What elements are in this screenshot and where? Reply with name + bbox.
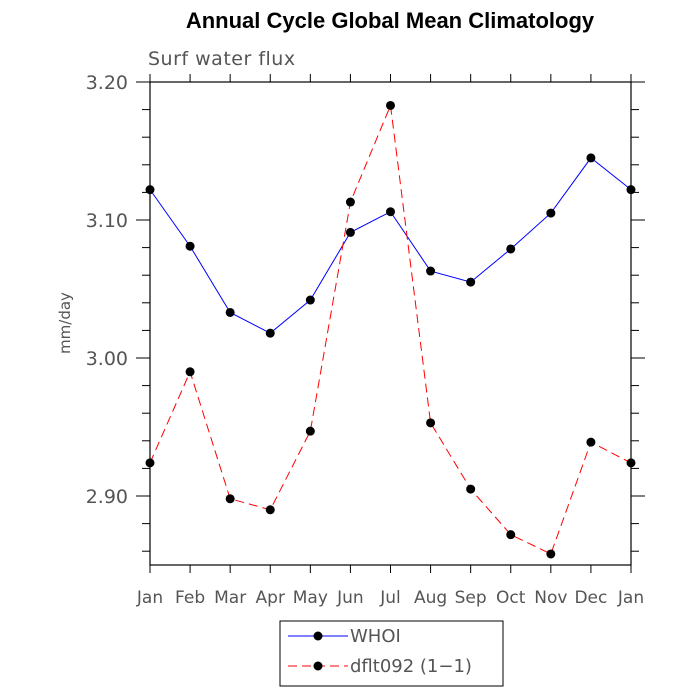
legend-marker — [313, 661, 323, 671]
x-tick-label: Apr — [256, 588, 285, 608]
x-tick-label: May — [293, 588, 328, 608]
data-point — [506, 244, 516, 254]
data-point — [145, 185, 155, 195]
data-point — [265, 328, 275, 338]
legend-marker — [313, 631, 323, 641]
y-axis-label: mm/day — [56, 292, 74, 354]
x-tick-label: Jan — [136, 588, 163, 608]
x-tick-label: Jul — [379, 588, 401, 608]
series-layer — [145, 100, 636, 559]
legend-label: WHOI — [350, 626, 401, 647]
data-point — [225, 307, 235, 317]
data-point — [466, 484, 476, 494]
data-point — [426, 418, 436, 428]
axis-ticks — [136, 74, 645, 573]
data-point — [386, 100, 395, 110]
x-tick-label: Dec — [574, 588, 607, 608]
chart-subtitle: Surf water flux — [148, 48, 296, 70]
data-point — [145, 458, 155, 468]
data-point — [386, 207, 395, 217]
x-tick-label: Oct — [496, 588, 526, 608]
data-point — [586, 153, 596, 163]
x-tick-labels: Jan Feb Mar Apr May Jun Jul Aug Sep Oct Nov Dec Jan — [136, 588, 644, 608]
x-tick-label: Jan — [617, 588, 644, 608]
x-tick-label: Nov — [534, 588, 567, 608]
x-tick-label: Sep — [455, 588, 487, 608]
legend: WHOI dflt092 (1−1) — [279, 620, 504, 687]
data-point — [265, 505, 275, 515]
data-point — [466, 277, 476, 287]
data-point — [546, 208, 556, 218]
y-tick-label: 3.00 — [86, 348, 128, 370]
plot-frame — [149, 81, 632, 566]
data-point — [305, 295, 315, 305]
data-point — [626, 185, 636, 195]
data-point — [626, 458, 636, 468]
data-point — [345, 197, 355, 207]
x-tick-label: Feb — [175, 588, 205, 608]
data-point — [225, 494, 235, 504]
data-point — [185, 241, 195, 251]
x-tick-label: Aug — [414, 588, 447, 608]
data-point — [345, 227, 355, 237]
data-point — [506, 530, 516, 540]
data-point — [305, 426, 315, 436]
data-point — [586, 437, 596, 447]
series-line-1 — [149, 103, 632, 555]
legend-label: dflt092 (1−1) — [350, 656, 472, 677]
x-tick-label: Jun — [336, 588, 364, 608]
y-tick-label: 3.10 — [86, 210, 128, 232]
y-tick-label: 3.20 — [86, 72, 128, 94]
y-tick-label: 2.90 — [86, 486, 128, 508]
chart-title: Annual Cycle Global Mean Climatology — [185, 8, 595, 33]
x-tick-label: Mar — [214, 588, 246, 608]
data-point — [426, 266, 436, 276]
data-point — [185, 367, 195, 377]
series-line-0 — [149, 157, 632, 334]
data-point — [546, 549, 556, 559]
y-tick-labels: 2.90 3.00 3.10 3.20 — [86, 72, 128, 508]
